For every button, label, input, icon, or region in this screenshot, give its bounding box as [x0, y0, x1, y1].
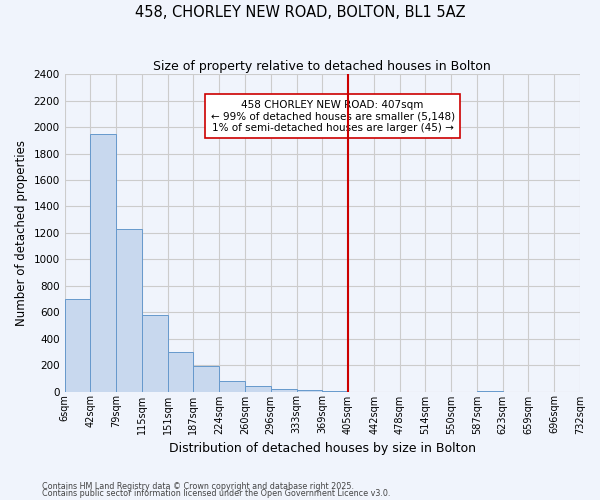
Text: Contains public sector information licensed under the Open Government Licence v3: Contains public sector information licen… [42, 490, 391, 498]
X-axis label: Distribution of detached houses by size in Bolton: Distribution of detached houses by size … [169, 442, 476, 455]
Bar [271, 389, 297, 392]
Bar [193, 366, 220, 392]
Title: Size of property relative to detached houses in Bolton: Size of property relative to detached ho… [154, 60, 491, 73]
Bar [65, 299, 90, 392]
Bar [477, 391, 503, 392]
Bar [297, 390, 322, 392]
Text: Contains HM Land Registry data © Crown copyright and database right 2025.: Contains HM Land Registry data © Crown c… [42, 482, 354, 491]
Bar [167, 352, 193, 392]
Bar [245, 386, 271, 392]
Bar [142, 316, 167, 392]
Text: 458 CHORLEY NEW ROAD: 407sqm
← 99% of detached houses are smaller (5,148)
1% of : 458 CHORLEY NEW ROAD: 407sqm ← 99% of de… [211, 100, 455, 133]
Text: 458, CHORLEY NEW ROAD, BOLTON, BL1 5AZ: 458, CHORLEY NEW ROAD, BOLTON, BL1 5AZ [134, 5, 466, 20]
Bar [220, 381, 245, 392]
Bar [90, 134, 116, 392]
Y-axis label: Number of detached properties: Number of detached properties [15, 140, 28, 326]
Bar [116, 229, 142, 392]
Bar [322, 391, 348, 392]
